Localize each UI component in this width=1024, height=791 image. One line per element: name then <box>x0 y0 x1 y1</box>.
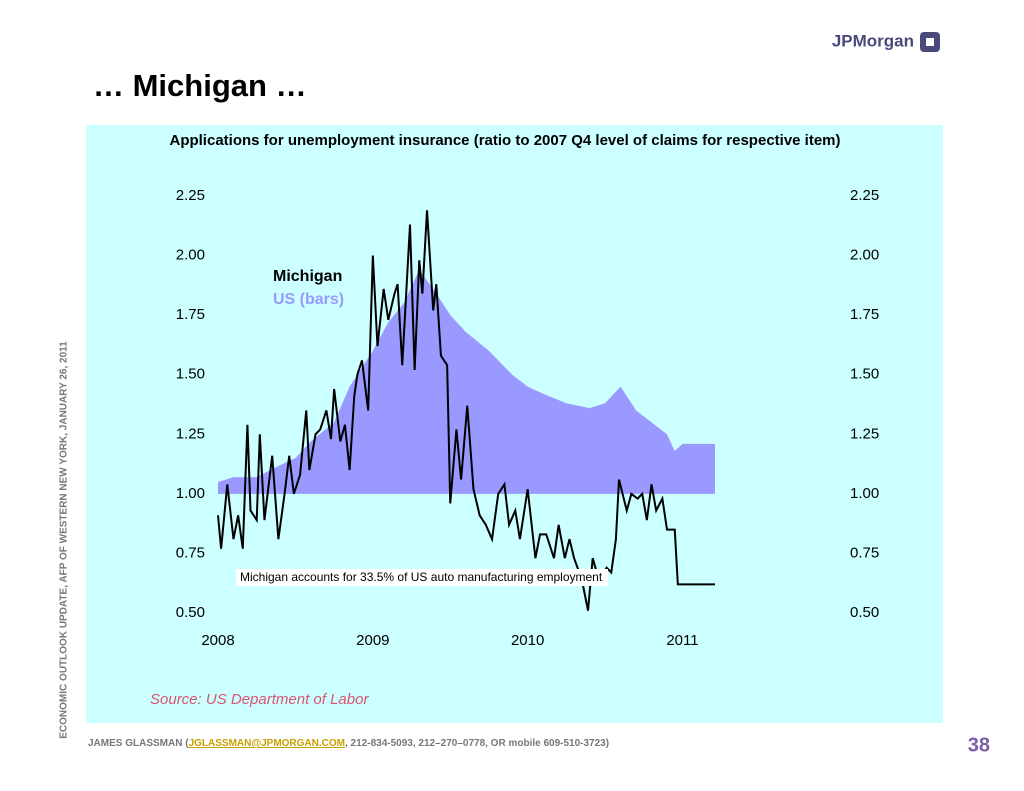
y-tick-label: 0.75 <box>176 544 205 561</box>
footer-phones: , 212-834-5093, 212–270–0778, OR mobile … <box>345 738 609 749</box>
y2-tick-label: 1.50 <box>850 366 879 383</box>
legend-label: US (bars) <box>273 291 344 308</box>
y-tick-label: 1.50 <box>176 366 205 383</box>
y-tick-label: 1.25 <box>176 425 205 442</box>
y-tick-label: 2.25 <box>176 187 205 204</box>
x-tick-label: 2010 <box>511 632 544 649</box>
y-tick-label: 1.00 <box>176 485 205 502</box>
source: Source: US Department of Labor <box>150 691 369 708</box>
slide-title: … Michigan … <box>93 68 307 103</box>
x-tick-label: 2009 <box>356 632 389 649</box>
y2-tick-label: 1.00 <box>850 485 879 502</box>
footer: JAMES GLASSMAN (JGLASSMAN@JPMORGAN.COM, … <box>88 738 609 749</box>
y2-tick-label: 0.50 <box>850 604 879 621</box>
plot: Michigan US (bars) 0.50 0.75 1.00 1.25 1.50 1.7… <box>176 187 879 649</box>
footer-author: JAMES GLASSMAN ( <box>88 738 189 749</box>
logo-icon-hole <box>926 38 934 46</box>
y2-tick-label: 1.75 <box>850 306 879 323</box>
logo-text: JPMorgan <box>832 31 914 50</box>
annotation-box <box>236 569 608 586</box>
y2-tick-label: 0.75 <box>850 544 879 561</box>
x-tick-label: 2011 <box>666 632 698 649</box>
y2-tick-label: 1.25 <box>850 425 879 442</box>
logo: JPMorgan <box>832 31 940 52</box>
sidebar-text: ECONOMIC OUTLOOK UPDATE, AFP OF WESTERN … <box>59 341 70 739</box>
y-tick-label: 0.50 <box>176 604 205 621</box>
y-tick-label: 2.00 <box>176 247 205 264</box>
y2-tick-label: 2.00 <box>850 247 879 264</box>
page-number: 38 <box>968 734 990 756</box>
michigan-line <box>217 210 715 611</box>
chart-title: Applications for unemployment insurance … <box>169 132 840 149</box>
annotation: Michigan accounts for 33.5% of US auto m… <box>240 570 603 584</box>
y-tick-label: 1.75 <box>176 306 205 323</box>
x-tick-label: 2008 <box>201 632 234 649</box>
footer-email[interactable]: JGLASSMAN@JPMORGAN.COM <box>189 738 345 749</box>
y2-tick-label: 2.25 <box>850 187 879 204</box>
legend-label: Michigan <box>273 268 342 285</box>
